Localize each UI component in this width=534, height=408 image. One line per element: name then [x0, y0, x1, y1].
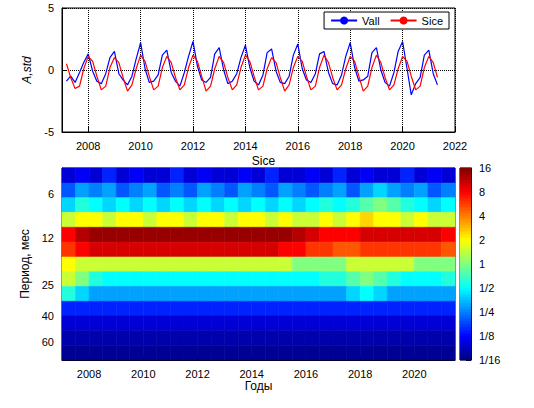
svg-text:Sice: Sice [252, 154, 276, 168]
svg-text:Sice: Sice [422, 15, 443, 27]
svg-text:2010: 2010 [131, 368, 155, 380]
svg-text:2022: 2022 [443, 140, 467, 152]
svg-text:2012: 2012 [181, 140, 205, 152]
svg-text:1/4: 1/4 [479, 306, 494, 318]
svg-text:2018: 2018 [338, 140, 362, 152]
svg-text:2014: 2014 [239, 368, 263, 380]
svg-text:25: 25 [42, 279, 54, 291]
svg-text:-5: -5 [44, 126, 54, 138]
svg-text:4: 4 [479, 210, 485, 222]
svg-text:2012: 2012 [185, 368, 209, 380]
svg-text:16: 16 [479, 162, 491, 174]
svg-text:A,std: A,std [20, 56, 34, 85]
svg-text:1: 1 [479, 258, 485, 270]
svg-text:1/8: 1/8 [479, 330, 494, 342]
svg-text:0: 0 [48, 64, 54, 76]
svg-text:Период, мес: Период, мес [18, 229, 32, 299]
svg-text:12: 12 [42, 232, 54, 244]
svg-text:2020: 2020 [402, 368, 426, 380]
svg-text:2020: 2020 [390, 140, 414, 152]
svg-text:Vall: Vall [362, 15, 380, 27]
svg-text:2016: 2016 [294, 368, 318, 380]
svg-text:1/16: 1/16 [479, 354, 500, 366]
svg-text:2016: 2016 [286, 140, 310, 152]
svg-text:60: 60 [42, 336, 54, 348]
svg-text:2018: 2018 [348, 368, 372, 380]
svg-text:2014: 2014 [233, 140, 257, 152]
svg-text:2008: 2008 [76, 140, 100, 152]
svg-text:1/2: 1/2 [479, 282, 494, 294]
svg-text:6: 6 [48, 188, 54, 200]
svg-text:2008: 2008 [77, 368, 101, 380]
svg-text:2: 2 [479, 234, 485, 246]
svg-text:5: 5 [48, 2, 54, 14]
svg-text:8: 8 [479, 186, 485, 198]
svg-text:2010: 2010 [128, 140, 152, 152]
svg-text:40: 40 [42, 310, 54, 322]
svg-text:Годы: Годы [245, 379, 273, 393]
